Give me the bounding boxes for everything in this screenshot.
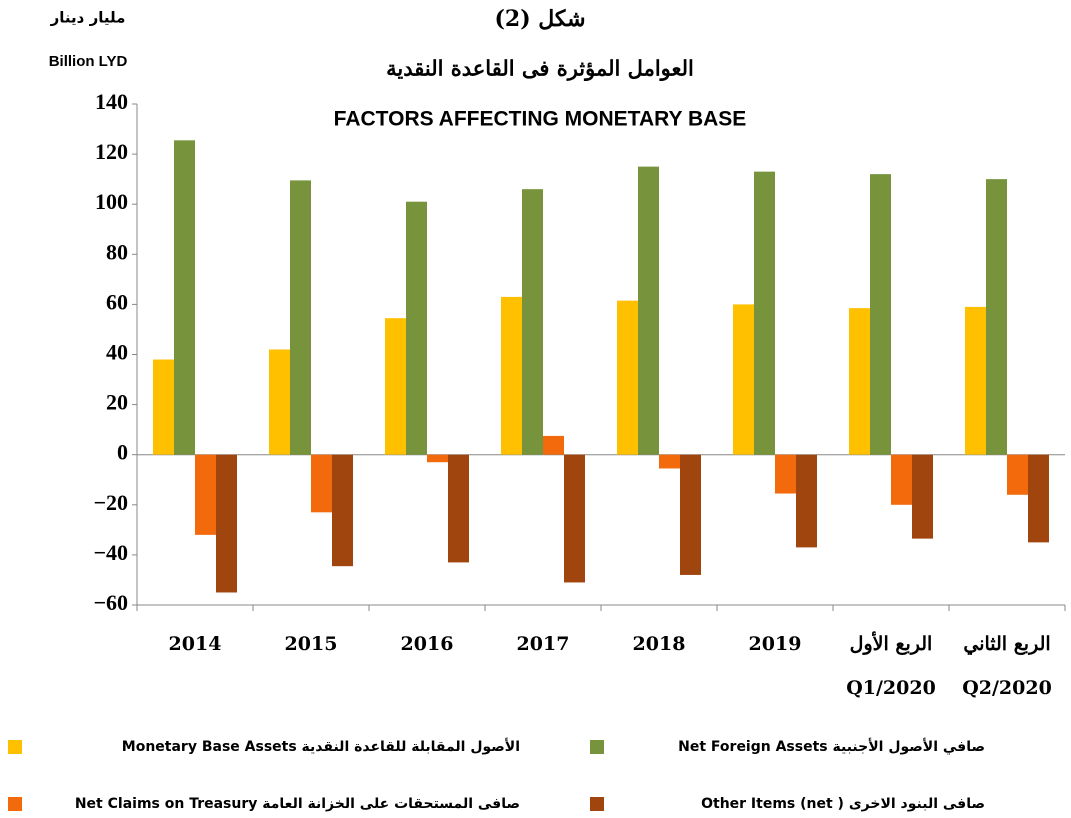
y-tick-label: 80	[106, 239, 128, 264]
x-tick-label: 2016	[401, 633, 454, 655]
y-tick-label: 40	[106, 340, 128, 365]
bar	[986, 179, 1007, 455]
bar	[501, 296, 522, 455]
bar	[796, 454, 817, 548]
bar	[965, 306, 986, 455]
x-tick-label: الربع الثاني	[963, 633, 1050, 656]
x-tick-label: 2017	[517, 633, 570, 655]
bar	[617, 300, 638, 455]
legend-swatch	[8, 740, 22, 754]
chart-title: FACTORS AFFECTING MONETARY BASE	[334, 108, 747, 131]
x-tick-label: Q2/2020	[962, 677, 1052, 699]
bar	[216, 454, 237, 593]
y-tick-label: 140	[95, 89, 128, 114]
y-tick-label: −20	[93, 490, 128, 515]
bar	[174, 140, 195, 455]
y-tick-label: 100	[95, 189, 128, 214]
bar	[406, 201, 427, 455]
bar	[564, 454, 585, 583]
bar	[849, 308, 870, 455]
x-tick-label: الربع الأول	[850, 631, 933, 655]
bar	[1028, 454, 1049, 543]
bar	[659, 454, 680, 469]
bar	[195, 454, 216, 535]
bar	[638, 166, 659, 455]
y-tick-label: 20	[106, 390, 128, 415]
bar	[332, 454, 353, 567]
bar	[269, 349, 290, 455]
bar	[427, 454, 448, 463]
legend-label: صافي الأصول الأجنبية Net Foreign Assets	[678, 738, 985, 755]
y-tick-label: 60	[106, 289, 128, 314]
unit-label: Billion LYD	[49, 53, 128, 70]
legend-label: صافى البنود الاخرى Other Items (net )	[701, 796, 985, 812]
bar	[448, 454, 469, 563]
bar	[754, 171, 775, 455]
bar	[385, 318, 406, 455]
arabic-title: العوامل المؤثرة فى القاعدة النقدية	[386, 56, 694, 82]
bar	[912, 454, 933, 539]
legend-label: صافى المستحقات على الخزانة العامة Net Cl…	[75, 796, 520, 812]
y-tick-label: −40	[93, 540, 128, 565]
x-tick-label: Q1/2020	[846, 677, 936, 699]
x-tick-label: 2014	[169, 633, 222, 655]
bar	[290, 180, 311, 455]
legend-swatch	[590, 797, 604, 811]
x-tick-label: 2019	[749, 633, 802, 655]
y-tick-label: −60	[93, 590, 128, 615]
bar	[680, 454, 701, 575]
figure-label: شكل (2)	[494, 6, 585, 32]
bar	[153, 359, 174, 455]
legend-label: الأصول المقابلة للقاعدة النقدية Monetary…	[122, 738, 520, 755]
legend-swatch	[8, 797, 22, 811]
bar	[522, 189, 543, 455]
legend-swatch	[590, 740, 604, 754]
bar	[311, 454, 332, 513]
y-tick-label: 120	[95, 139, 128, 164]
x-tick-label: 2015	[285, 633, 338, 655]
bar	[543, 435, 564, 455]
bar	[891, 454, 912, 505]
bar	[733, 304, 754, 455]
x-tick-label: 2018	[633, 633, 686, 655]
bar	[775, 454, 796, 494]
unit-arabic: مليار دينار	[50, 9, 126, 27]
bar	[1007, 454, 1028, 495]
bar	[870, 174, 891, 455]
y-tick-label: 0	[117, 440, 128, 465]
